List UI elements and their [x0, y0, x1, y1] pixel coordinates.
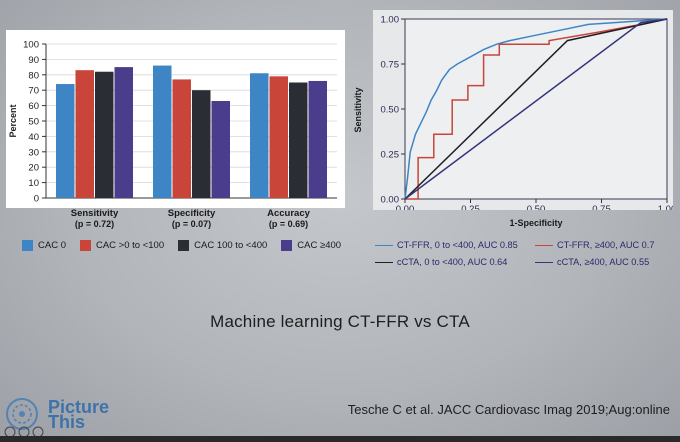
logo-mark-icon	[6, 398, 38, 430]
legend-swatch-cac-0-100	[79, 240, 91, 251]
bar	[153, 65, 172, 198]
y-tick-label: 10	[28, 178, 39, 189]
y-tick-label: 0.00	[381, 195, 400, 206]
roc-legend-item-ctffr-400: CT-FFR, ≥400, AUC 0.7	[535, 240, 654, 250]
y-axis-label: Percent	[8, 104, 18, 137]
legend-label-cac-0-100: CAC >0 to <100	[95, 240, 165, 251]
y-tick-label: 1.00	[381, 15, 400, 26]
x-tick-label: 0.75	[592, 204, 611, 210]
citation: Tesche C et al. JACC Cardiovasc Imag 201…	[347, 402, 670, 417]
y-tick-label: 50	[28, 117, 39, 128]
bar	[211, 100, 230, 198]
bar	[269, 76, 288, 198]
bar-chart: 0 10 20 30 40 50 60 70 80 90 100 Percent	[8, 40, 337, 205]
legend-label-cac0: CAC 0	[38, 240, 66, 251]
x-category-pvalue: (p = 0.72)	[75, 219, 114, 229]
y-tick-label: 30	[28, 147, 39, 158]
roc-legend-line-ctffr-400	[535, 244, 553, 246]
roc-chart-panel: 0.00 0.25 0.50 0.75 1.00 0.00 0.25 0.50 0.75 1.00	[373, 10, 677, 216]
legend-label-cac-100-400: CAC 100 to <400	[194, 240, 268, 251]
bar-category-labels: Sensitivity(p = 0.72) Specificity(p = 0.0…	[71, 208, 311, 229]
legend-item-cac-100-400: CAC 100 to <400	[178, 240, 267, 251]
y-axis-label: Sensitivity	[353, 87, 363, 132]
x-tick-label: 0.50	[527, 204, 546, 210]
roc-legend-item-ccta-400: cCTA, ≥400, AUC 0.55	[535, 257, 649, 267]
legend-swatch-cac0	[22, 240, 33, 251]
x-category-label: Specificity	[168, 208, 216, 219]
roc-series-line	[404, 18, 668, 200]
x-tick-label: 0.00	[396, 204, 415, 210]
roc-legend-label-ctffr-0-400: CT-FFR, 0 to <400, AUC 0.85	[397, 240, 518, 250]
x-category-label: Sensitivity	[71, 208, 119, 219]
y-tick-label: 70	[28, 86, 39, 97]
y-tick-label: 20	[28, 163, 39, 174]
y-tick-label: 0.75	[381, 60, 400, 71]
bar	[75, 70, 94, 198]
roc-legend-label-ccta-400: cCTA, ≥400, AUC 0.55	[557, 257, 650, 267]
roc-series-line	[404, 18, 668, 200]
legend-item-cac-400: CAC ≥400	[281, 240, 341, 251]
legend-swatch-cac-100-400	[178, 240, 190, 251]
roc-chart-legend: CT-FFR, 0 to <400, AUC 0.85 CT-FFR, ≥400…	[375, 240, 680, 274]
slide-title: Machine learning CT-FFR vs CTA	[210, 312, 470, 331]
bar	[192, 90, 211, 198]
bar-chart-legend: CAC 0 CAC >0 to <100 CAC 100 to <400 CAC…	[22, 240, 352, 251]
y-tick-label: 60	[28, 101, 39, 112]
roc-series-line	[404, 18, 668, 200]
bar	[250, 73, 269, 198]
roc-legend-line-ccta-0-400	[375, 261, 393, 263]
roc-legend-line-ccta-400	[535, 261, 553, 263]
bar	[308, 80, 327, 198]
roc-y-axis-label-wrap: Sensitivity	[353, 87, 363, 132]
legend-item-cac-0-100: CAC >0 to <100	[79, 240, 165, 251]
x-axis-label: 1-Specificity	[509, 218, 562, 228]
logo-text-line-2: This	[48, 412, 86, 432]
roc-legend-label-ccta-0-400: cCTA, 0 to <400, AUC 0.64	[397, 257, 508, 267]
legend-item-cac0: CAC 0	[22, 240, 66, 251]
roc-series-line	[405, 18, 668, 200]
logo-text-line-1: Picture	[48, 397, 110, 417]
x-tick-label: 0.25	[461, 204, 480, 210]
bar	[289, 82, 308, 198]
roc-legend-label-ctffr-400: CT-FFR, ≥400, AUC 0.7	[557, 240, 655, 250]
legend-label-cac-400: CAC ≥400	[297, 240, 342, 251]
bar-chart-panel: 0 10 20 30 40 50 60 70 80 90 100 Percent	[6, 30, 345, 208]
y-tick-label: 40	[28, 132, 39, 143]
x-category-pvalue: (p = 0.69)	[269, 219, 308, 229]
x-tick-label: 1.00	[658, 204, 673, 210]
y-tick-label: 80	[28, 70, 39, 81]
video-progress-bar[interactable]	[0, 436, 680, 442]
roc-chart: 0.00 0.25 0.50 0.75 1.00 0.00 0.25 0.50 0.75 1.00	[381, 15, 677, 216]
roc-legend-item-ccta-0-400: cCTA, 0 to <400, AUC 0.64	[375, 257, 507, 267]
roc-legend-line-ctffr-0-400	[375, 244, 393, 246]
bar	[95, 71, 114, 198]
y-tick-label: 0.50	[381, 105, 400, 116]
y-tick-label: 90	[28, 55, 39, 66]
x-category-pvalue: (p = 0.07)	[172, 219, 211, 229]
bar	[172, 79, 191, 198]
roc-legend-item-ctffr-0-400: CT-FFR, 0 to <400, AUC 0.85	[375, 240, 518, 250]
bar	[114, 67, 133, 198]
roc-axis-labels: 1-Specificity	[509, 218, 562, 228]
bar	[56, 84, 75, 198]
y-tick-label: 0.25	[381, 150, 400, 161]
legend-swatch-cac-400	[281, 240, 293, 251]
logo-text: Picture This	[48, 397, 110, 432]
y-tick-label: 100	[23, 40, 39, 51]
x-category-label: Accuracy	[267, 208, 310, 219]
roc-plot-area	[404, 18, 668, 200]
y-tick-label: 0	[34, 194, 39, 205]
